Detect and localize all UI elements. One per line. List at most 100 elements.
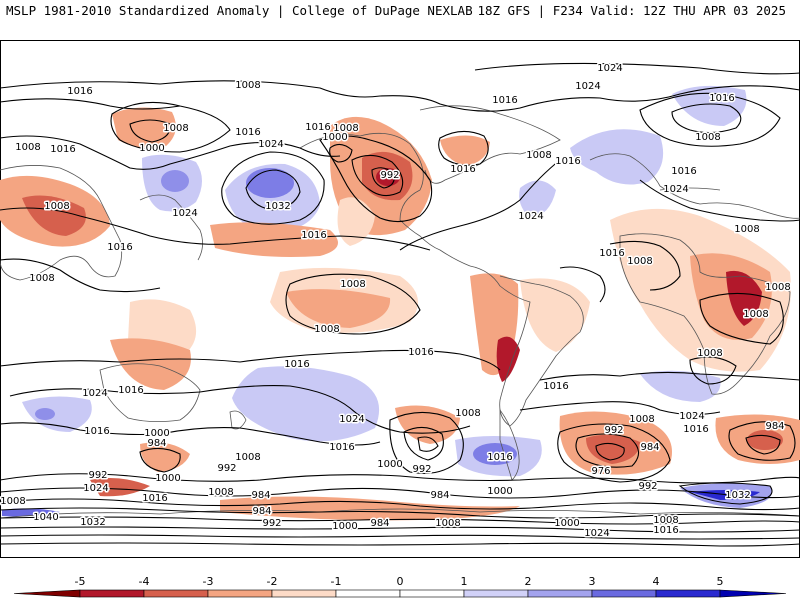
- colorbar-tick-label: -5: [75, 575, 86, 588]
- colorbar-swatch: [271, 589, 337, 598]
- colorbar-swatch: [463, 589, 529, 598]
- colorbar-swatch: [335, 589, 401, 598]
- isobar-label: 1008: [765, 282, 790, 293]
- isobar-label: 1024: [82, 388, 107, 399]
- isobar-label: 1024: [339, 414, 364, 425]
- isobar-label: 1000: [554, 518, 579, 529]
- coastlines: [0, 105, 800, 519]
- isobar-label: 1008: [743, 309, 768, 320]
- isobar-label: 1016: [683, 424, 708, 435]
- isobar-label: 1024: [83, 483, 108, 494]
- colorbar-swatch: [719, 589, 787, 598]
- isobar-label: 1008: [235, 80, 260, 91]
- colorbar-swatch: [655, 589, 721, 598]
- isobar-label: 1008: [340, 279, 365, 290]
- colorbar-tick-label: -2: [267, 575, 278, 588]
- isobar-label: 992: [217, 463, 236, 474]
- isobar-label: 992: [638, 481, 657, 492]
- isobar-label: 992: [380, 170, 399, 181]
- isobar-label: 984: [765, 421, 784, 432]
- colorbar-tick-label: 3: [589, 575, 596, 588]
- isobar-label: 1008: [526, 150, 551, 161]
- colorbar-swatch: [399, 589, 465, 598]
- isobar-label: 1024: [663, 184, 688, 195]
- isobar-label: 1000: [332, 521, 357, 532]
- isobar-label: 1016: [599, 248, 624, 259]
- isobar-label: 992: [412, 464, 431, 475]
- isobar-label: 1008: [15, 142, 40, 153]
- isobar-label: 1000: [487, 486, 512, 497]
- isobar-label: 1016: [450, 164, 475, 175]
- isobar-label: 1008: [235, 452, 260, 463]
- isobar-label: 1016: [118, 385, 143, 396]
- isobar-label: 984: [430, 490, 449, 501]
- isobars: [0, 62, 800, 547]
- colorbar-tick-label: -1: [331, 575, 342, 588]
- isobar-label: 1016: [653, 525, 678, 536]
- isobar-label: 1016: [709, 93, 734, 104]
- isobar-label: 1024: [597, 63, 622, 74]
- isobar-label: 1024: [679, 411, 704, 422]
- colorbar-tick-label: -3: [203, 575, 214, 588]
- isobar-label: 1000: [155, 473, 180, 484]
- colorbar-swatch: [79, 589, 145, 598]
- isobar-label: 1008: [695, 132, 720, 143]
- colorbar-tick-label: -4: [139, 575, 150, 588]
- isobar-label: 1008: [0, 496, 25, 507]
- isobar-label: 976: [591, 466, 610, 477]
- isobar-label: 1008: [629, 414, 654, 425]
- colorbar-swatch: [13, 589, 81, 598]
- colorbar-tick-labels: -5 -4 -3 -2 -1 0 1 2 3 4 5: [75, 575, 724, 588]
- isobar-label: 1040: [33, 512, 58, 523]
- isobar-label: 1016: [487, 452, 512, 463]
- isobar-label: 1016: [492, 95, 517, 106]
- colorbar-swatch: [591, 589, 657, 598]
- isobar-label: 1024: [518, 211, 543, 222]
- isobar-label: 1016: [305, 122, 330, 133]
- isobar-label: 1000: [322, 132, 347, 143]
- isobar-label: 1016: [284, 359, 309, 370]
- isobar-label: 1008: [697, 348, 722, 359]
- isobar-label: 1016: [142, 493, 167, 504]
- colorbar-swatches: [13, 589, 787, 598]
- isobar-label: 1016: [84, 426, 109, 437]
- isobar-label: 1008: [208, 487, 233, 498]
- isobar-label: 1008: [333, 123, 358, 134]
- anomaly-colorbar: -5 -4 -3 -2 -1 0 1 2 3 4 5: [13, 575, 787, 598]
- colorbar-swatch: [527, 589, 593, 598]
- isobar-label: 984: [640, 442, 659, 453]
- colorbar-swatch: [207, 589, 273, 598]
- isobar-label: 984: [370, 518, 389, 529]
- isobar-label: 984: [251, 490, 270, 501]
- isobar-label: 984: [147, 438, 166, 449]
- isobar-label: 1016: [329, 442, 354, 453]
- isobar-label: 1008: [163, 123, 188, 134]
- isobar-label: 1008: [435, 518, 460, 529]
- isobar-label: 1016: [301, 230, 326, 241]
- isobar-label: 992: [88, 470, 107, 481]
- isobar-label: 1016: [555, 156, 580, 167]
- isobar-label: 1016: [671, 166, 696, 177]
- isobar-label: 1008: [653, 515, 678, 526]
- isobar-label: 1008: [44, 201, 69, 212]
- map-title: MSLP 1981-2010 Standardized Anomaly | Co…: [6, 3, 473, 18]
- colorbar-tick-label: 0: [397, 575, 404, 588]
- isobar-label: 1000: [377, 459, 402, 470]
- isobar-label: 1024: [172, 208, 197, 219]
- isobar-label: 1016: [543, 381, 568, 392]
- colorbar-tick-label: 4: [653, 575, 660, 588]
- colorbar-swatch: [143, 589, 209, 598]
- isobar-label: 1024: [575, 81, 600, 92]
- isobar-label: 992: [262, 518, 281, 529]
- isobar-label: 984: [252, 506, 271, 517]
- colorbar-tick-label: 1: [461, 575, 468, 588]
- isobar-label: 1008: [29, 273, 54, 284]
- isobar-label: 992: [604, 425, 623, 436]
- isobar-label: 1016: [408, 347, 433, 358]
- isobar-label: 1000: [139, 143, 164, 154]
- isobar-label: 1024: [258, 139, 283, 150]
- isobar-label: 1032: [80, 517, 105, 528]
- isobar-label: 1008: [734, 224, 759, 235]
- colorbar-tick-label: 2: [525, 575, 532, 588]
